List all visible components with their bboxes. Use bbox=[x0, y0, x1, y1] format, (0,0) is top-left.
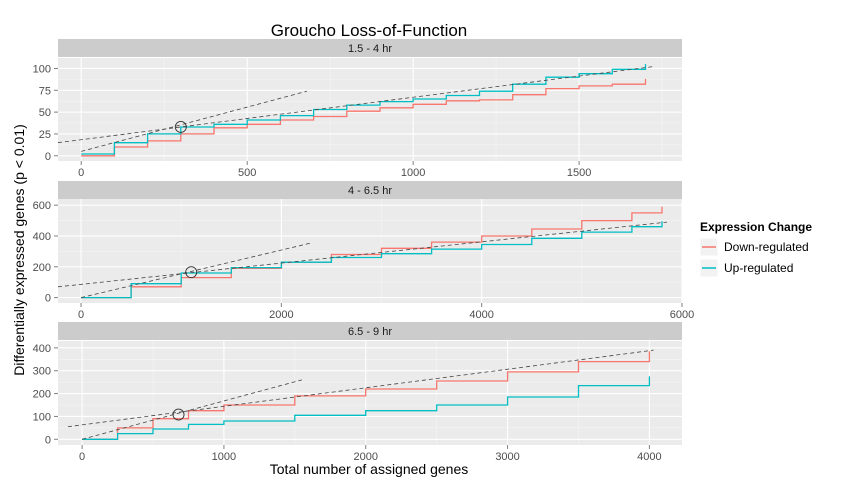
facet-strip bbox=[58, 39, 682, 57]
inflection-circle bbox=[174, 121, 187, 133]
y-tick-label: 200 bbox=[33, 262, 51, 274]
legend-label-up: Up-regulated bbox=[724, 261, 793, 275]
series-line-up bbox=[82, 376, 651, 440]
inflection-circle bbox=[172, 408, 185, 421]
x-tick-label: 6000 bbox=[670, 309, 694, 321]
dashed-fit-line bbox=[67, 349, 654, 428]
y-tick-label: 0 bbox=[45, 293, 51, 305]
chart-title: Groucho Loss-of-Function bbox=[271, 21, 468, 40]
y-tick-label: 600 bbox=[33, 200, 51, 212]
series-line-down bbox=[81, 78, 647, 157]
y-tick-label: 100 bbox=[33, 63, 51, 75]
facet-strip bbox=[58, 322, 682, 340]
x-tick-label: 500 bbox=[238, 167, 256, 179]
series-line-down bbox=[82, 351, 651, 440]
facet-strip-label: 1.5 - 4 hr bbox=[348, 43, 392, 55]
facet-panel-1: 1.5 - 4 hr 0 500 1000 1500 0 25 50 75 100 bbox=[33, 39, 682, 179]
x-tick-label: 1000 bbox=[212, 451, 236, 463]
x-tick-label: 0 bbox=[78, 167, 84, 179]
series-line-up bbox=[81, 64, 647, 155]
dashed-fit-line bbox=[57, 66, 653, 144]
y-tick-label: 400 bbox=[33, 343, 51, 355]
y-tick-label: 25 bbox=[39, 129, 51, 141]
panel-background bbox=[58, 341, 682, 445]
facet-strip bbox=[58, 181, 682, 199]
x-tick-label: 2000 bbox=[269, 309, 293, 321]
x-tick-label: 3000 bbox=[495, 451, 519, 463]
facet-strip-label: 6.5 - 9 hr bbox=[348, 326, 392, 338]
dashed-fit-line bbox=[82, 379, 303, 440]
y-tick-label: 200 bbox=[33, 389, 51, 401]
y-tick-label: 400 bbox=[33, 231, 51, 243]
legend: Expression Change Down-regulated Up-regu… bbox=[699, 220, 812, 278]
y-axis-label: Differentially expressed genes (p < 0.01… bbox=[11, 124, 27, 376]
legend-title: Expression Change bbox=[700, 220, 812, 234]
y-tick-label: 100 bbox=[33, 411, 51, 423]
panel-background bbox=[58, 58, 682, 161]
x-tick-label: 1000 bbox=[401, 167, 425, 179]
y-tick-label: 300 bbox=[33, 366, 51, 378]
dashed-fit-line bbox=[80, 242, 312, 298]
series-line-up bbox=[81, 221, 663, 299]
facet-strip-label: 4 - 6.5 hr bbox=[348, 185, 392, 197]
x-tick-label: 2000 bbox=[354, 451, 378, 463]
facet-panel-3: 6.5 - 9 hr 0 1000 2000 3000 4000 0 100 200 300 400 bbox=[33, 322, 682, 463]
dashed-fit-line bbox=[81, 90, 308, 152]
x-tick-label: 4000 bbox=[469, 309, 493, 321]
facet-panel-2: 4 - 6.5 hr 0 2000 4000 6000 0 200 400 600 bbox=[33, 181, 694, 321]
x-axis-label: Total number of assigned genes bbox=[270, 461, 468, 477]
legend-label-down: Down-regulated bbox=[724, 240, 809, 254]
x-tick-label: 4000 bbox=[637, 451, 661, 463]
y-tick-label: 0 bbox=[45, 434, 51, 446]
x-tick-label: 0 bbox=[79, 451, 85, 463]
x-tick-label: 1500 bbox=[567, 167, 591, 179]
x-tick-label: 0 bbox=[78, 309, 84, 321]
panel-background bbox=[58, 199, 682, 303]
y-tick-label: 0 bbox=[45, 151, 51, 163]
y-tick-label: 75 bbox=[39, 85, 51, 97]
y-tick-label: 50 bbox=[39, 107, 51, 119]
inflection-circle bbox=[185, 266, 198, 279]
